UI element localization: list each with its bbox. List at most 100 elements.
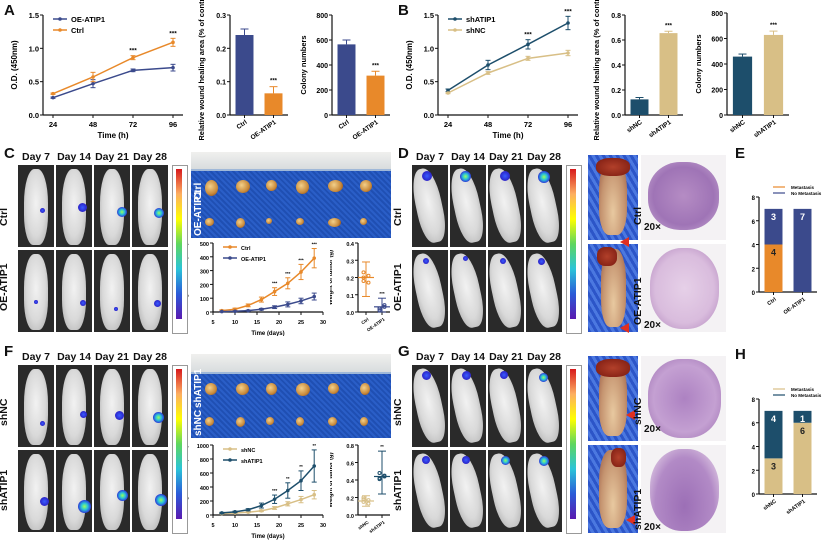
data-point	[382, 474, 387, 479]
tumor-specimen	[205, 417, 214, 426]
y-tick-label: 500	[200, 242, 209, 248]
legend-label: shATIP1	[241, 459, 263, 465]
y-tick-label: 0.2	[611, 88, 621, 95]
bar-segment-no-metastasis	[793, 410, 812, 423]
legend-label: Ctrl	[241, 246, 251, 252]
luminescence-signal	[80, 411, 87, 418]
data-point	[566, 21, 570, 25]
y-axis-label: Colony numbers	[299, 35, 308, 94]
luminescence-signal	[34, 300, 38, 304]
bioluminescence-image	[18, 165, 54, 247]
bioluminescence-image	[526, 165, 562, 247]
data-point	[220, 309, 224, 314]
data-point	[312, 492, 316, 497]
legend-marker	[58, 17, 62, 21]
x-axis-label: Time (h)	[493, 131, 524, 140]
y-tick-label: 6	[752, 422, 756, 428]
data-point	[299, 478, 303, 483]
data-point	[272, 305, 277, 309]
data-point	[361, 278, 366, 283]
tray-label-f-nc: shNC	[193, 409, 204, 436]
significance-marker: **	[299, 464, 303, 469]
bioluminescence-image	[526, 250, 562, 332]
data-point	[246, 507, 250, 512]
data-point	[566, 51, 570, 55]
y-tick-label: 1.0	[424, 44, 434, 53]
row-label: Ctrl	[0, 207, 10, 226]
histology-g-shatip1	[641, 445, 726, 533]
x-tick-label: Ctrl	[360, 317, 369, 326]
luminescence-signal	[114, 307, 118, 311]
mouse-silhouette	[412, 251, 448, 331]
x-tick-label: OE-ATIP1	[783, 297, 807, 316]
y-tick-label: 4	[752, 446, 756, 452]
x-axis-label: Time (days)	[251, 331, 284, 336]
luminescence-signal	[501, 456, 510, 465]
legend-label: Metastasis	[791, 387, 815, 392]
x-tick-label: 72	[129, 120, 137, 129]
tumor-specimen	[205, 180, 218, 196]
data-point	[361, 270, 366, 275]
bioluminescence-image	[18, 450, 54, 532]
luminescence-signal	[115, 411, 124, 420]
row-label: Ctrl	[392, 207, 404, 226]
luminescence-signal	[539, 456, 549, 466]
y-tick-label: 300	[200, 270, 209, 276]
significance-marker: ***	[169, 30, 177, 37]
y-tick-label: 400	[316, 63, 328, 70]
x-tick-label: 20	[276, 523, 282, 529]
data-point	[259, 509, 264, 513]
significance-marker: ***	[272, 281, 278, 286]
mouse-silhouette	[488, 251, 524, 331]
tumor-specimen	[328, 417, 337, 426]
tumor-specimen	[360, 417, 368, 426]
luminescence-signal	[40, 421, 45, 426]
data-point	[233, 309, 237, 314]
row-label: shNC	[392, 398, 404, 426]
legend-marker	[453, 17, 457, 21]
chart-a-colony-bar: 0 200 400 600 800 Colony numbers Ctrl OE-ATIP1 *…	[299, 13, 390, 140]
y-tick-label: 4	[752, 244, 756, 250]
bioluminescence-image	[132, 450, 168, 532]
y-tick-label: 100	[200, 297, 209, 303]
legend-marker	[228, 458, 232, 462]
data-point	[486, 71, 490, 75]
panel-label-h: H	[735, 346, 746, 363]
organ-photo-d-ctrl	[588, 155, 638, 240]
legend-label: Metastasis	[791, 185, 815, 190]
x-tick-label: shATIP1	[648, 119, 673, 140]
chart-h-metastasis-stacked: 02468Number of miceshNC34shATIP161Metast…	[752, 387, 822, 516]
bioluminescence-image	[94, 250, 130, 332]
x-tick-label: OE-ATIP1	[366, 316, 386, 332]
day-label: Day 21	[489, 151, 523, 163]
mouse-silhouette	[138, 254, 162, 330]
magnification-label: 20×	[644, 320, 661, 331]
bioluminescence-image	[56, 365, 92, 447]
y-tick-label: 0.1	[346, 294, 354, 300]
bioluminescence-image	[526, 450, 562, 532]
tumor-specimen	[205, 218, 214, 226]
y-tick-label: 0.1	[216, 80, 226, 87]
data-point	[377, 308, 382, 313]
legend-marker	[453, 28, 457, 32]
y-tick-label: 1000	[197, 444, 209, 450]
x-tick-label: Ctrl	[337, 119, 350, 131]
tumor-specimen	[328, 383, 339, 394]
organ-photo-d-oe	[588, 244, 638, 332]
data-label: 7	[800, 212, 805, 222]
mouse-silhouette	[24, 254, 48, 330]
y-tick-label: 400	[200, 256, 209, 262]
row-label-g-shnc: shNC	[632, 397, 644, 425]
y-tick-label: 0.5	[29, 78, 39, 87]
series-line-ctrl	[52, 41, 174, 95]
chart-b-colony-bar: 0 200 400 600 800 Colony numbers shNC shATIP1 **…	[694, 11, 789, 139]
data-point	[131, 68, 135, 73]
tumor-specimen	[360, 180, 372, 192]
data-point	[377, 306, 382, 311]
mouse-silhouette	[100, 254, 124, 330]
y-tick-label: 0.4	[611, 63, 621, 70]
y-tick-label: 0.0	[216, 113, 226, 120]
y-tick-label: 0.5	[424, 78, 434, 87]
luminescence-signal	[500, 371, 508, 379]
legend-marker	[58, 28, 62, 32]
